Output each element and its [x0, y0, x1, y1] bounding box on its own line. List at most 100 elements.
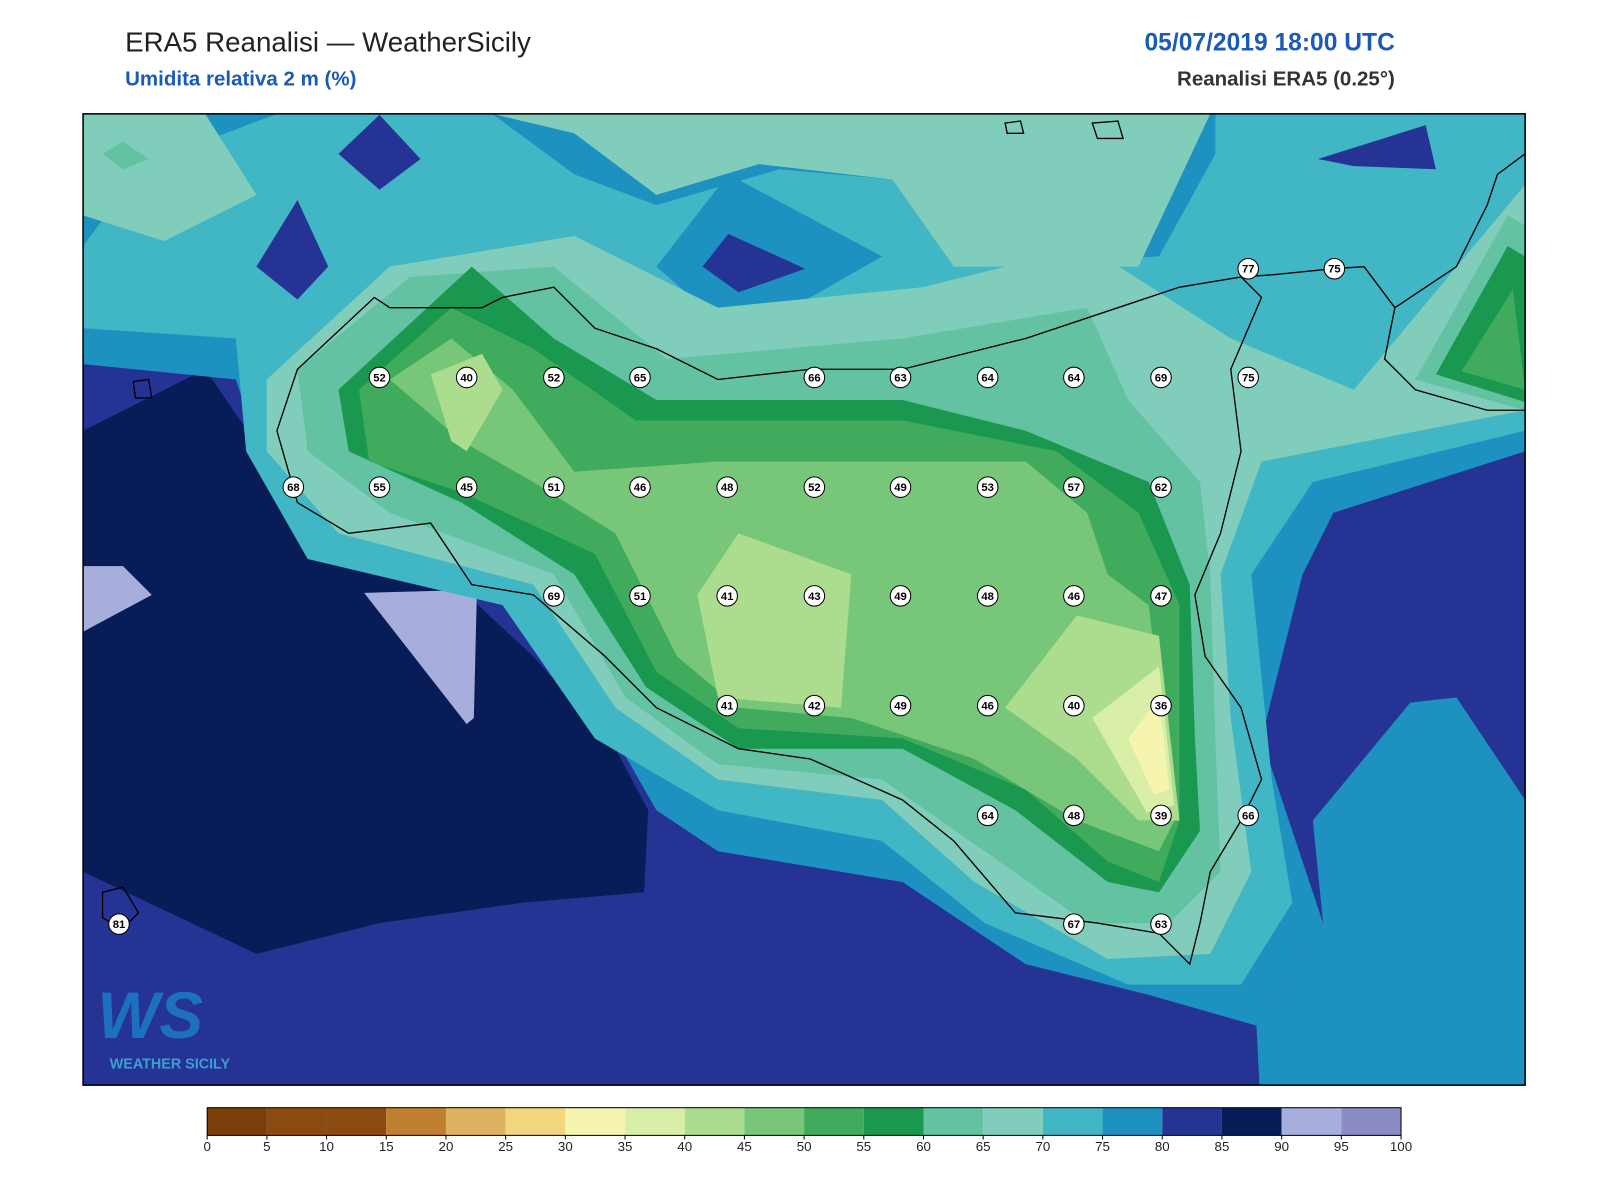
colorbar-bin: [625, 1107, 685, 1136]
station-value: 42: [808, 701, 821, 713]
colorbar-tick-label: 80: [1155, 1139, 1170, 1154]
station-marker: [455, 366, 478, 389]
station-value: 64: [981, 372, 994, 384]
station-marker: [1063, 913, 1085, 935]
colorbar-bin: [1341, 1107, 1402, 1136]
station-value: 66: [808, 372, 821, 384]
source: Reanalisi ERA5 (0.25°): [1177, 67, 1395, 90]
colorbar-bin: [923, 1107, 984, 1136]
station-marker: [803, 585, 826, 607]
logo: WS WEATHER SICILY: [97, 979, 230, 1073]
station-marker: [629, 476, 651, 498]
station-marker: [889, 585, 912, 607]
station-marker: [976, 585, 999, 607]
colorbar-bin: [863, 1107, 924, 1136]
colorbar-bin: [207, 1107, 267, 1136]
station-value: 49: [894, 591, 907, 603]
station-marker: [803, 366, 826, 389]
coastline: [1091, 120, 1124, 140]
station-value: 43: [808, 591, 821, 603]
station-value: 52: [808, 482, 821, 494]
station-value: 40: [1068, 701, 1081, 713]
map-frame: [82, 113, 1526, 1086]
station-marker: [976, 366, 999, 389]
contour-band: [697, 533, 852, 708]
colorbar-tick-label: 70: [1035, 1139, 1050, 1154]
colorbar-bin: [326, 1107, 387, 1136]
station-value: 77: [1242, 264, 1255, 276]
contour-band: [83, 566, 152, 632]
station-marker: [716, 585, 738, 607]
contour-band: [256, 200, 329, 300]
colorbar-tick-label: 30: [558, 1139, 573, 1154]
colorbar-tick-label: 50: [797, 1139, 812, 1154]
station-value: 45: [460, 482, 473, 494]
logo-text: WEATHER SICILY: [110, 1056, 231, 1072]
station-value: 47: [1155, 591, 1168, 603]
station-value: 41: [721, 701, 734, 713]
station-value: 51: [634, 591, 647, 603]
colorbar-bin: [1281, 1107, 1342, 1136]
station-value: 63: [894, 372, 907, 384]
station-value: 65: [634, 372, 647, 384]
logo-mark: WS: [97, 979, 203, 1052]
station-value: 64: [981, 810, 994, 822]
station-value: 48: [981, 591, 994, 603]
station-marker: [803, 476, 826, 498]
station-value: 48: [721, 482, 734, 494]
station-marker: [543, 476, 565, 498]
station-value: 75: [1328, 264, 1341, 276]
station-value: 68: [287, 482, 300, 494]
contour-band: [1128, 697, 1170, 795]
colorbar-tick-label: 25: [498, 1139, 513, 1154]
station-marker: [889, 476, 912, 498]
colorbar-tick-label: 5: [263, 1139, 270, 1154]
station-value: 48: [1068, 810, 1081, 822]
station-value: 69: [1155, 372, 1168, 384]
station-value: 55: [373, 482, 386, 494]
station-value: 67: [1068, 919, 1081, 931]
station-marker: [889, 366, 912, 389]
datetime: 05/07/2019 18:00 UTC: [1144, 30, 1395, 57]
station-marker: [543, 366, 565, 389]
station-value: 46: [981, 701, 994, 713]
contour-band: [492, 113, 1211, 267]
colorbar-bin: [983, 1107, 1043, 1136]
station-marker: [1150, 585, 1172, 607]
station-value: 41: [721, 591, 734, 603]
colorbar-tick-label: 55: [856, 1139, 871, 1154]
contour-band: [364, 589, 477, 725]
station-marker: [629, 366, 651, 389]
colorbar-bin: [744, 1107, 805, 1136]
colorbar-bin: [505, 1107, 566, 1136]
station-marker: [108, 913, 130, 935]
contour-band: [102, 141, 149, 170]
colorbar-tick-label: 65: [976, 1139, 991, 1154]
station-value: 62: [1155, 482, 1168, 494]
colorbar-tick-label: 35: [618, 1139, 633, 1154]
station-value: 52: [548, 372, 561, 384]
colorbar-bin: [565, 1107, 626, 1136]
colorbar-bin: [1042, 1107, 1103, 1136]
title: ERA5 Reanalisi — WeatherSicily: [125, 26, 531, 57]
station-value: 36: [1155, 701, 1168, 713]
colorbar-bin: [804, 1107, 864, 1136]
station-marker: [976, 476, 999, 498]
station-value: 40: [460, 372, 473, 384]
station-marker: [1063, 366, 1085, 389]
coastline: [132, 378, 153, 399]
station-value: 49: [894, 701, 907, 713]
station-marker: [1063, 694, 1085, 717]
station-marker: [889, 694, 912, 717]
station-value: 51: [548, 482, 561, 494]
colorbar-bin: [684, 1107, 745, 1136]
station-marker: [282, 476, 305, 498]
station-marker: [543, 585, 565, 607]
station-marker: [716, 694, 738, 717]
station-marker: [368, 366, 391, 389]
station-marker: [976, 694, 999, 717]
coastline: [276, 276, 1263, 966]
station-marker: [629, 585, 651, 607]
contour-band: [1317, 125, 1436, 170]
coastline: [101, 886, 140, 930]
